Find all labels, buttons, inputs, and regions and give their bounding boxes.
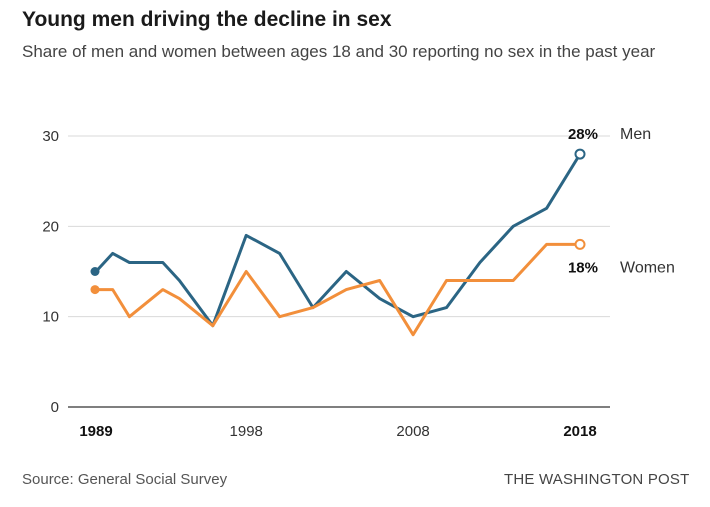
women-end-value-label: 18% — [568, 259, 598, 276]
men-start-point — [90, 267, 100, 276]
women-series-line — [94, 242, 582, 337]
chart-title: Young men driving the decline in sex — [22, 8, 392, 31]
men-series-line — [94, 152, 582, 328]
men-end-value-label: 28% — [568, 126, 598, 143]
x-tick-label: 1998 — [230, 423, 263, 440]
x-axis-ticks: 1989 1998 2008 2018 — [79, 423, 596, 440]
line-chart: 0 10 20 30 1989 1998 2008 2018 28% Men 18% Women — [42, 126, 675, 440]
women-end-point — [574, 238, 586, 250]
grid-lines — [68, 135, 610, 408]
y-tick-label: 20 — [42, 218, 59, 235]
x-tick-label: 2008 — [396, 423, 429, 440]
series-end-labels: 28% Men 18% Women — [568, 126, 675, 276]
x-tick-label: 1989 — [79, 423, 112, 440]
y-tick-label: 10 — [42, 309, 59, 326]
x-tick-label: 2018 — [563, 423, 596, 440]
source-note: Source: General Social Survey — [22, 471, 228, 488]
women-series-name-label: Women — [620, 259, 675, 276]
y-axis-ticks: 0 10 20 30 — [42, 128, 59, 416]
y-tick-label: 30 — [42, 128, 59, 145]
series-lines — [94, 152, 582, 337]
y-tick-label: 0 — [51, 399, 59, 416]
men-series-name-label: Men — [620, 126, 651, 143]
chart-subtitle: Share of men and women between ages 18 a… — [22, 42, 656, 61]
men-end-point — [574, 148, 586, 160]
publisher-credit: THE WASHINGTON POST — [504, 471, 690, 488]
series-markers — [90, 148, 586, 295]
women-start-point — [90, 285, 100, 295]
